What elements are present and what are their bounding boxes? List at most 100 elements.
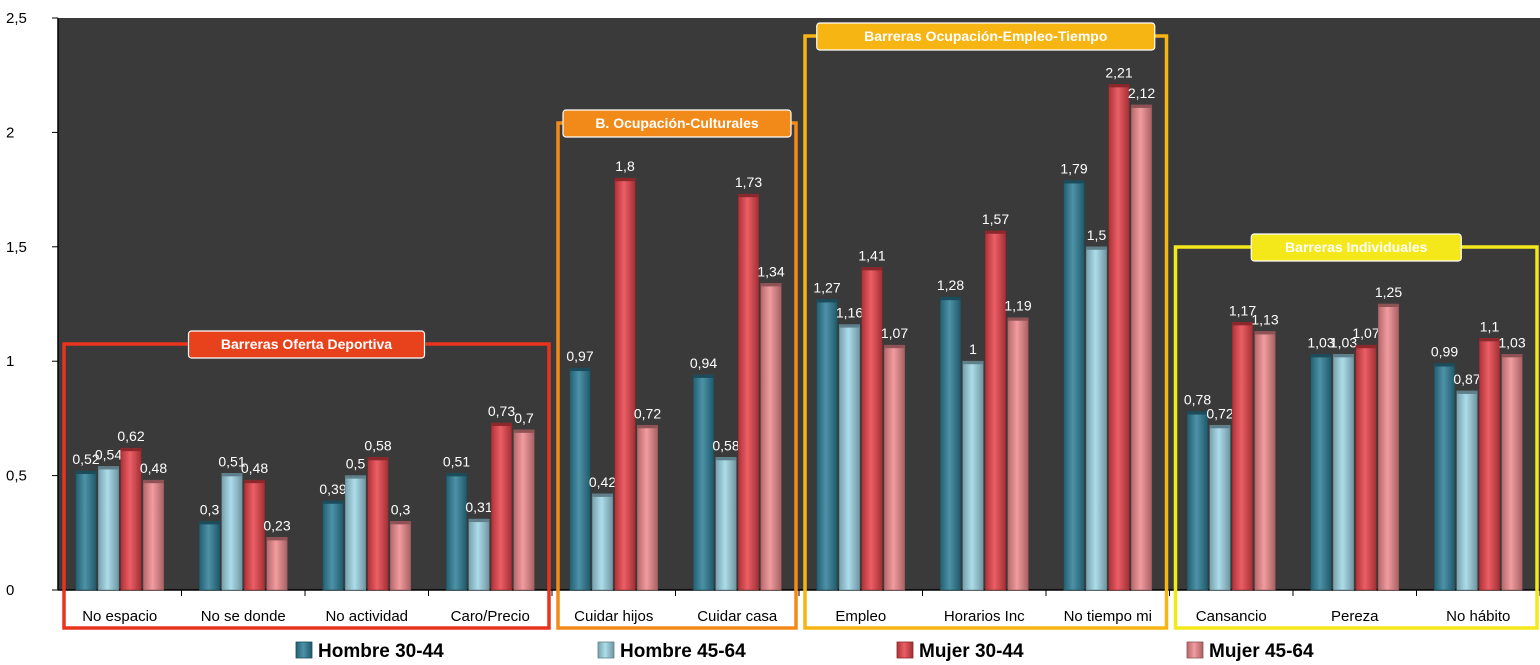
- bar-top: [120, 448, 142, 452]
- bar-top: [1007, 317, 1029, 321]
- bar-top: [244, 480, 265, 484]
- bar: [1456, 390, 1478, 591]
- data-label: 0,51: [443, 453, 470, 469]
- bar: [468, 518, 490, 591]
- bar: [984, 230, 1007, 591]
- legend-label: Mujer 30-44: [919, 641, 1024, 662]
- data-label: 0,7: [514, 410, 534, 426]
- bar: [1355, 344, 1377, 591]
- data-label: 1,03: [1498, 334, 1525, 350]
- data-label: 0,72: [634, 405, 661, 421]
- plot-area: [58, 18, 1540, 590]
- bar-top: [592, 493, 613, 497]
- group-label-box: [187, 330, 426, 359]
- data-label: 1,13: [1251, 311, 1278, 327]
- y-tick-label: 2,5: [6, 10, 27, 27]
- data-label: 1,57: [982, 211, 1009, 227]
- bar: [760, 283, 782, 591]
- bar-top: [1232, 322, 1253, 326]
- category-label: No actividad: [325, 608, 408, 625]
- bar: [962, 360, 984, 591]
- bar: [221, 473, 243, 591]
- group-label-box: [562, 109, 792, 138]
- bar: [75, 470, 97, 591]
- group-label-box: [1250, 233, 1462, 262]
- category-label: Horarios Inc: [944, 608, 1025, 625]
- y-tick-label: 0: [6, 582, 14, 599]
- data-label: 0,39: [319, 481, 346, 497]
- bar-top: [390, 521, 411, 525]
- data-label: 1,25: [1375, 284, 1402, 300]
- bar: [142, 479, 165, 591]
- bar: [1231, 322, 1254, 591]
- bar-top: [861, 267, 883, 271]
- bar: [1063, 180, 1085, 591]
- category-label: Cuidar hijos: [574, 608, 653, 625]
- bar-top: [1086, 246, 1107, 250]
- bar-top: [98, 466, 119, 470]
- bar-top: [614, 178, 636, 182]
- category-label: Pereza: [1331, 608, 1379, 625]
- category-label: No tiempo mi: [1064, 608, 1152, 625]
- bar: [861, 267, 883, 591]
- bar-top: [1479, 338, 1500, 342]
- legend-swatch: [295, 641, 313, 659]
- data-label: 0,3: [200, 501, 220, 517]
- bar: [715, 456, 737, 591]
- data-label: 0,52: [72, 451, 99, 467]
- legend-swatch: [597, 641, 615, 659]
- bar-top: [1355, 345, 1377, 349]
- data-label: 1,5: [1087, 227, 1107, 243]
- bar: [1377, 303, 1400, 591]
- bar-top: [1131, 104, 1152, 108]
- bar-top: [1108, 84, 1130, 88]
- bar: [389, 521, 412, 591]
- bar: [1085, 246, 1108, 591]
- legend-swatch: [1186, 641, 1204, 659]
- bar-top: [199, 521, 220, 525]
- data-label: 0,62: [117, 428, 144, 444]
- bar-top: [1434, 363, 1455, 367]
- data-label: 1,41: [858, 247, 885, 263]
- bar-top: [637, 425, 658, 429]
- legend-swatch: [896, 641, 914, 659]
- legend-label: Hombre 30-44: [318, 641, 444, 662]
- data-label: 0,58: [712, 437, 739, 453]
- bar-top: [143, 480, 164, 484]
- bar: [120, 447, 142, 591]
- data-label: 1,73: [735, 174, 762, 190]
- data-label: 1: [969, 341, 977, 357]
- category-label: Empleo: [835, 608, 886, 625]
- bar-top: [1501, 354, 1523, 358]
- bar: [266, 537, 288, 591]
- bar-top: [985, 230, 1006, 234]
- data-label: 0,94: [690, 355, 717, 371]
- bar: [1007, 317, 1029, 591]
- bar: [883, 344, 906, 591]
- data-label: 0,3: [391, 501, 411, 517]
- category-label: Caro/Precio: [451, 608, 530, 625]
- bar-top: [266, 537, 288, 541]
- data-label: 0,5: [346, 456, 366, 472]
- data-label: 0,23: [263, 517, 290, 533]
- bar-top: [1254, 331, 1276, 335]
- category-label: No se donde: [201, 608, 286, 625]
- bar: [1310, 354, 1332, 591]
- bar-top: [816, 299, 838, 303]
- data-label: 0,48: [140, 460, 167, 476]
- data-label: 0,78: [1184, 392, 1211, 408]
- data-label: 0,72: [1206, 405, 1233, 421]
- bar: [939, 296, 962, 591]
- data-label: 0,97: [566, 348, 593, 364]
- bar-top: [738, 194, 759, 198]
- bar: [1130, 104, 1153, 591]
- bar: [636, 424, 659, 591]
- bar: [1108, 84, 1130, 591]
- data-label: 0,51: [218, 453, 245, 469]
- bar: [198, 521, 221, 591]
- y-tick-label: 0,5: [6, 468, 27, 485]
- data-label: 1,27: [813, 279, 840, 295]
- bar: [243, 479, 266, 591]
- data-label: 0,87: [1453, 371, 1480, 387]
- legend-label: Mujer 45-64: [1209, 641, 1314, 662]
